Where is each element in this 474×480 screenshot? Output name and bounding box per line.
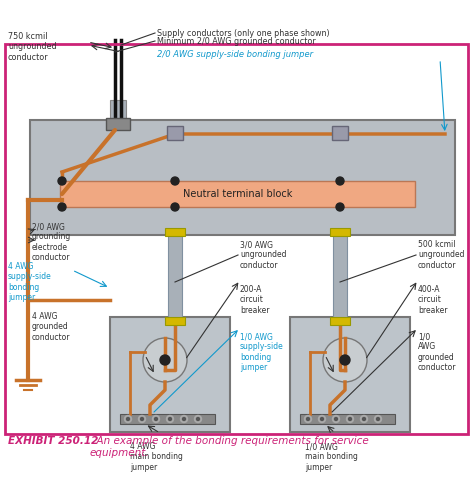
Text: 1/0 AWG
main bonding
jumper: 1/0 AWG main bonding jumper (305, 442, 358, 472)
Circle shape (166, 416, 173, 422)
Circle shape (58, 203, 66, 211)
Circle shape (171, 203, 179, 211)
Text: 4 AWG
supply-side
bonding
jumper: 4 AWG supply-side bonding jumper (8, 262, 52, 302)
Bar (332, 126, 348, 140)
Circle shape (197, 418, 200, 420)
Bar (110, 317, 230, 432)
Text: 2/0 AWG
grounding
electrode
conductor: 2/0 AWG grounding electrode conductor (32, 222, 71, 262)
Circle shape (320, 418, 323, 420)
Circle shape (168, 418, 172, 420)
Text: 500 kcmil
ungrounded
conductor: 500 kcmil ungrounded conductor (418, 240, 465, 270)
Bar (330, 228, 350, 236)
Bar (110, 100, 126, 122)
Text: 1/0 AWG
supply-side
bonding
jumper: 1/0 AWG supply-side bonding jumper (240, 332, 284, 372)
Circle shape (361, 416, 367, 422)
Circle shape (127, 418, 129, 420)
Bar (333, 235, 347, 320)
Circle shape (332, 416, 339, 422)
Bar (330, 317, 350, 325)
Circle shape (58, 177, 66, 185)
Text: 750 kcmil
ungrounded
conductor: 750 kcmil ungrounded conductor (8, 32, 56, 62)
Bar (167, 126, 183, 140)
Bar (120, 414, 215, 424)
Text: 1/0
AWG
grounded
conductor: 1/0 AWG grounded conductor (418, 332, 456, 372)
Circle shape (340, 355, 350, 365)
Text: 200-A
circuit
breaker: 200-A circuit breaker (240, 285, 270, 315)
Circle shape (171, 177, 179, 185)
Bar (60, 181, 415, 207)
Text: An example of the bonding requirements for service
equipment.: An example of the bonding requirements f… (90, 436, 369, 457)
Circle shape (307, 418, 310, 420)
Circle shape (348, 418, 352, 420)
Bar (300, 414, 395, 424)
Bar (106, 118, 130, 130)
Circle shape (323, 338, 367, 382)
Text: 400-A
circuit
breaker: 400-A circuit breaker (418, 285, 447, 315)
Circle shape (194, 416, 201, 422)
Circle shape (363, 418, 365, 420)
Circle shape (374, 416, 382, 422)
Bar (168, 235, 182, 320)
Bar (5, 44, 468, 434)
Circle shape (319, 416, 326, 422)
Text: 4 AWG
grounded
conductor: 4 AWG grounded conductor (32, 312, 71, 342)
Circle shape (336, 203, 344, 211)
Circle shape (335, 418, 337, 420)
Circle shape (181, 416, 188, 422)
Bar (165, 228, 185, 236)
Circle shape (155, 418, 157, 420)
Circle shape (153, 416, 159, 422)
Bar (30, 120, 455, 235)
Text: 3/0 AWG
ungrounded
conductor: 3/0 AWG ungrounded conductor (240, 240, 286, 270)
Circle shape (138, 416, 146, 422)
Text: 2/0 AWG supply-side bonding jumper: 2/0 AWG supply-side bonding jumper (157, 50, 313, 59)
Circle shape (336, 177, 344, 185)
Circle shape (346, 416, 354, 422)
Bar (290, 317, 410, 432)
Text: Supply conductors (only one phase shown): Supply conductors (only one phase shown) (157, 28, 329, 37)
Circle shape (140, 418, 144, 420)
Text: Neutral terminal block: Neutral terminal block (183, 189, 292, 199)
Circle shape (160, 355, 170, 365)
Text: 4 AWG
main bonding
jumper: 4 AWG main bonding jumper (130, 442, 183, 472)
Text: EXHIBIT 250.12: EXHIBIT 250.12 (8, 436, 99, 446)
Circle shape (304, 416, 311, 422)
Circle shape (376, 418, 380, 420)
Circle shape (182, 418, 185, 420)
Circle shape (143, 338, 187, 382)
Text: Minimum 2/0 AWG grounded conductor: Minimum 2/0 AWG grounded conductor (157, 36, 316, 46)
Circle shape (125, 416, 131, 422)
Bar (165, 317, 185, 325)
